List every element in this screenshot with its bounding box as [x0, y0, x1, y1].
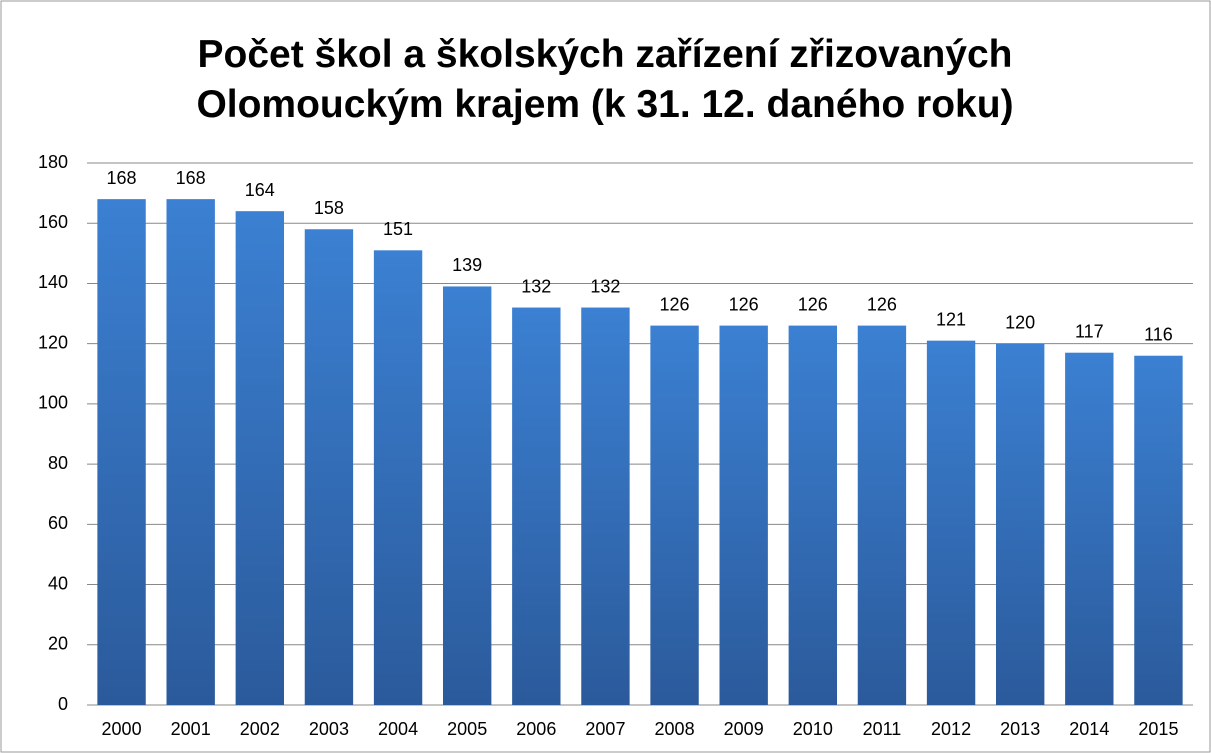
bar	[373, 250, 423, 706]
y-tick-label: 120	[38, 332, 68, 352]
x-tick-label: 2004	[378, 719, 418, 739]
x-tick-label: 2002	[240, 719, 280, 739]
bar	[1065, 352, 1114, 705]
data-label: 132	[521, 276, 551, 296]
bar	[581, 307, 630, 705]
data-label: 168	[107, 168, 137, 188]
bar	[304, 229, 354, 705]
data-label: 126	[798, 294, 828, 314]
bar	[719, 325, 768, 705]
data-label: 126	[729, 294, 759, 314]
x-tick-label: 2015	[1138, 719, 1178, 739]
bar	[857, 325, 907, 705]
y-tick-label: 40	[48, 573, 68, 593]
data-label: 117	[1075, 321, 1104, 341]
data-label: 168	[176, 168, 206, 188]
bar	[235, 211, 285, 705]
y-tick-label: 60	[48, 513, 68, 533]
x-tick-label: 2008	[655, 719, 695, 739]
data-label: 158	[314, 198, 344, 218]
bar	[926, 340, 976, 705]
chart-title: Počet škol a školských zařízení zřizovan…	[196, 33, 1014, 126]
y-tick-label: 160	[38, 212, 68, 232]
bar	[650, 325, 699, 705]
x-tick-label: 2009	[724, 719, 764, 739]
x-tick-label: 2013	[1000, 719, 1040, 739]
bar	[788, 325, 838, 705]
y-tick-label: 20	[48, 634, 68, 654]
y-tick-label: 80	[48, 453, 68, 473]
x-tick-label: 2012	[931, 719, 971, 739]
data-label: 120	[1005, 312, 1035, 332]
y-tick-label: 180	[38, 152, 68, 172]
x-tick-label: 2007	[585, 719, 625, 739]
data-label: 126	[867, 294, 897, 314]
data-label: 121	[936, 309, 966, 329]
data-label: 132	[590, 276, 620, 296]
data-label: 139	[452, 255, 482, 275]
x-tick-label: 2014	[1069, 719, 1109, 739]
x-tick-label: 2001	[171, 719, 211, 739]
bar	[97, 199, 146, 705]
x-tick-label: 2003	[309, 719, 349, 739]
bar	[442, 286, 492, 705]
bar	[166, 199, 215, 705]
data-label: 116	[1144, 324, 1173, 344]
x-tick-label: 2005	[447, 719, 487, 739]
x-tick-label: 2010	[793, 719, 833, 739]
data-label: 126	[660, 294, 690, 314]
x-tick-label: 2011	[863, 719, 902, 739]
y-tick-label: 100	[38, 393, 68, 413]
y-tick-label: 0	[58, 694, 68, 714]
bar	[512, 307, 561, 705]
bar	[995, 343, 1045, 705]
data-label: 151	[383, 219, 413, 239]
y-tick-label: 140	[38, 272, 68, 292]
x-tick-label: 2006	[516, 719, 556, 739]
x-tick-label: 2000	[102, 719, 142, 739]
bar	[1134, 355, 1183, 705]
data-label: 164	[245, 180, 275, 200]
